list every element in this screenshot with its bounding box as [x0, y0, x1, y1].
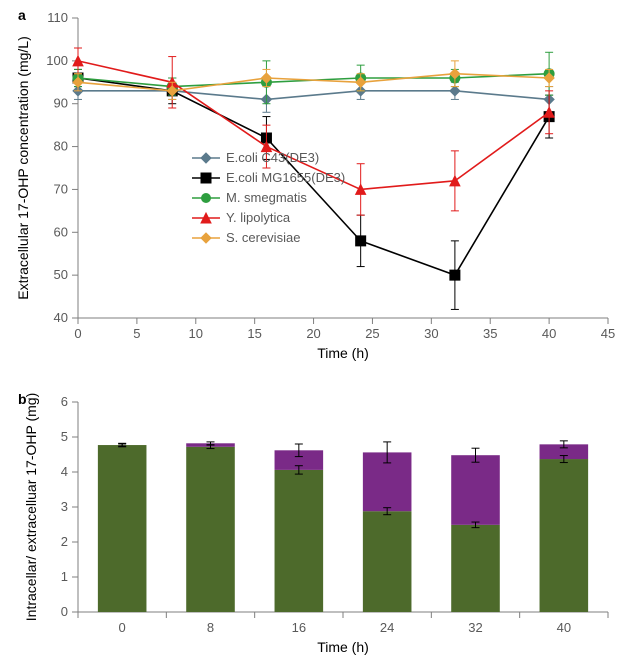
panel-a-ytick-label: 40 [54, 310, 68, 325]
bar-segment-lower [186, 447, 235, 612]
legend-marker [201, 173, 211, 183]
figure-root: a051015202530354045405060708090100110Tim… [0, 0, 638, 672]
panel-b-ytick-label: 0 [61, 604, 68, 619]
panel-b-xlabel: Time (h) [317, 639, 369, 655]
legend-marker [201, 193, 211, 203]
panel-a-ytick-label: 60 [54, 224, 68, 239]
panel-a-xtick-label: 25 [365, 326, 379, 341]
panel-a-ytick-label: 70 [54, 181, 68, 196]
panel-a-ytick-label: 80 [54, 139, 68, 154]
panel-a-ytick-label: 90 [54, 96, 68, 111]
series-marker [450, 270, 460, 280]
panel-b-xtick-label: 40 [557, 620, 571, 635]
panel-b-ytick-label: 4 [61, 464, 68, 479]
panel-b-xtick-label: 24 [380, 620, 394, 635]
bar-segment-lower [451, 525, 500, 612]
legend-label: E.coli MG1655(DE3) [226, 170, 345, 185]
panel-a-xtick-label: 15 [247, 326, 261, 341]
panel-b-xtick-label: 0 [119, 620, 126, 635]
panel-a-xtick-label: 20 [306, 326, 320, 341]
panel-b-xtick-label: 32 [468, 620, 482, 635]
legend-label: Y. lipolytica [226, 210, 291, 225]
legend-marker [201, 153, 211, 163]
chart-svg: a051015202530354045405060708090100110Tim… [0, 0, 638, 672]
panel-a-xtick-label: 40 [542, 326, 556, 341]
panel-a-xlabel: Time (h) [317, 345, 369, 361]
legend-label: M. smegmatis [226, 190, 307, 205]
panel-b-ylabel: Intracellar/ extracelluar 17-OHP (mg) [23, 393, 39, 621]
bar-segment-lower [540, 459, 589, 612]
panel-a-xtick-label: 0 [74, 326, 81, 341]
bar-segment-upper [451, 455, 500, 525]
panel-b-ytick-label: 6 [61, 394, 68, 409]
legend-label: E.coli C43(DE3) [226, 150, 319, 165]
panel-a-xtick-label: 5 [133, 326, 140, 341]
panel-a-ytick-label: 110 [47, 10, 68, 25]
series-line [78, 91, 549, 100]
panel-b-ytick-label: 5 [61, 429, 68, 444]
panel-a-ytick-label: 100 [46, 53, 68, 68]
panel-b-xtick-label: 16 [292, 620, 306, 635]
panel-a-xtick-label: 30 [424, 326, 438, 341]
panel-a-xtick-label: 45 [601, 326, 615, 341]
panel-a-xtick-label: 35 [483, 326, 497, 341]
panel-b-ytick-label: 3 [61, 499, 68, 514]
series-marker [450, 86, 460, 96]
panel-b-xtick-label: 8 [207, 620, 214, 635]
panel-a-ytick-label: 50 [54, 267, 68, 282]
legend-marker [201, 233, 211, 243]
panel-a-ylabel: Extracellular 17-OHP concentration (mg/L… [15, 36, 31, 300]
panel-a-label: a [18, 7, 26, 23]
panel-b-ytick-label: 2 [61, 534, 68, 549]
legend-label: S. cerevisiae [226, 230, 300, 245]
panel-a-xtick-label: 10 [189, 326, 203, 341]
bar-segment-lower [98, 445, 147, 612]
series-marker [356, 236, 366, 246]
panel-b-ytick-label: 1 [61, 569, 68, 584]
bar-segment-lower [275, 470, 324, 612]
bar-segment-lower [363, 511, 412, 612]
